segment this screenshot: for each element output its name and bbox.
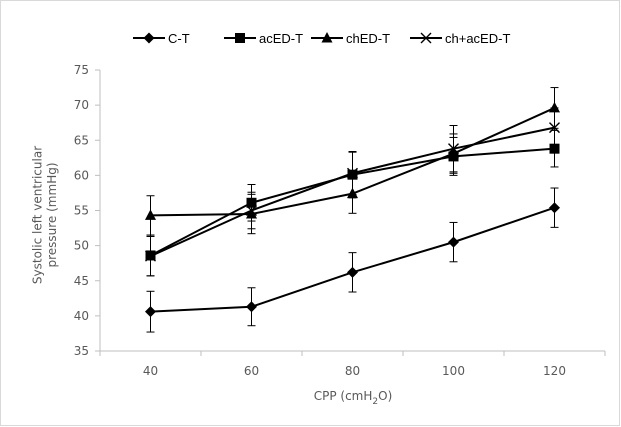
y-tick-label: 45 (74, 274, 89, 288)
series-C-T (145, 187, 560, 333)
legend-label: acED-T (259, 31, 303, 46)
x-axis-title-part: CPP (cmH (314, 389, 373, 403)
data-point-x (549, 122, 560, 134)
y-tick-label: 60 (74, 168, 89, 182)
data-point-x (246, 205, 257, 216)
y-axis-title: Systolic left ventricularpressure (mmHg) (31, 146, 59, 284)
legend-item-C-T: C-T (133, 31, 190, 46)
data-point-triangle (145, 209, 156, 220)
series-ch+acED-T (145, 107, 560, 277)
legend-label: chED-T (346, 31, 390, 46)
data-point-diamond (246, 301, 257, 313)
legend-label: C-T (168, 31, 190, 46)
data-point-x (347, 167, 358, 179)
x-tick-label: 60 (244, 364, 259, 378)
y-tick-label: 70 (74, 98, 89, 112)
y-axis-title-line: pressure (mmHg) (45, 162, 59, 267)
y-tick-label: 65 (74, 133, 89, 147)
legend-item-ch+acED-T: ch+acED-T (410, 31, 510, 46)
axes: 35 40 45 50 55 60 65 70 75 40 60 80 100 120 (74, 63, 606, 378)
x-axis-title: CPP (cmH2O) (314, 389, 393, 407)
x-tick-label: 100 (442, 364, 465, 378)
x-tick-label: 120 (543, 364, 566, 378)
legend-marker-square (235, 33, 245, 43)
legend-label: ch+acED-T (445, 31, 510, 46)
legend-marker-triangle (321, 32, 333, 43)
data-point-triangle (549, 101, 560, 113)
data-point-diamond (347, 266, 358, 278)
x-tick-label: 80 (345, 364, 360, 378)
y-axis-title-line: Systolic left ventricular (31, 146, 45, 284)
y-tick-label: 75 (74, 63, 89, 77)
y-tick-label: 35 (74, 344, 89, 358)
legend-marker-diamond (143, 32, 155, 44)
data-point-x (448, 143, 459, 155)
x-tick-label: 40 (143, 364, 158, 378)
legend-marker-x (420, 32, 432, 44)
data-point-diamond (549, 202, 560, 214)
data-point-square (549, 143, 560, 154)
data-point-x (145, 250, 156, 262)
y-tick-label: 40 (74, 309, 89, 323)
y-tick-label: 55 (74, 204, 89, 218)
legend-item-chED-T: chED-T (311, 31, 390, 46)
legend: C-T acED-T chED-T ch+acED-T (133, 31, 510, 46)
legend-item-acED-T: acED-T (224, 31, 303, 46)
series-layer (145, 87, 560, 333)
data-point-diamond (145, 306, 156, 318)
y-tick-label: 50 (74, 239, 89, 253)
x-axis-title-part: O) (378, 389, 392, 403)
data-point-diamond (448, 236, 459, 248)
x-axis-title-subscript: 2 (372, 397, 378, 407)
